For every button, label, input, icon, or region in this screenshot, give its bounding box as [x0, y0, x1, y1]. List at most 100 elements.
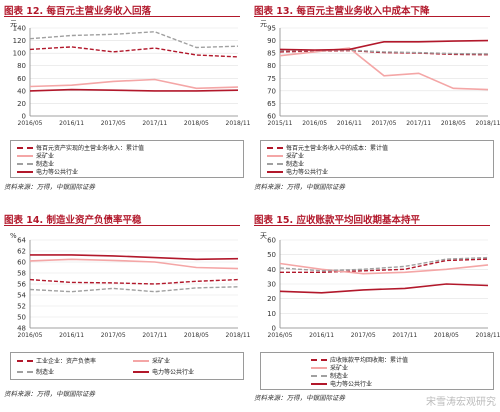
- legend-label: 每百元资产实现的主营业务收入：累计值: [36, 145, 145, 152]
- y-tick-label: 60: [267, 113, 276, 121]
- source-note: 资料来源：万得，中银国际证券: [4, 183, 95, 191]
- source-note: 资料来源：万得，中银国际证券: [254, 394, 345, 402]
- legend-label: 制造业: [330, 373, 349, 380]
- legend-item-mining: 采矿业: [311, 363, 348, 372]
- x-tick-label: 2017/05: [101, 332, 126, 339]
- y-tick-label: 80: [267, 62, 276, 70]
- panel-title: 图表 13. 每百元主营业务收入中成本下降: [254, 6, 430, 17]
- legend-swatch: [311, 382, 327, 385]
- legend-label: 电力等公共行业: [330, 381, 373, 388]
- legend-swatch: [17, 359, 33, 362]
- series-line-mining: [29, 78, 239, 90]
- series-line-utilities: [279, 39, 489, 51]
- legend-item-utilities: 电力等公共行业: [311, 379, 372, 388]
- source-note: 资料来源：万得，中银国际证券: [254, 183, 345, 191]
- y-unit-label: 天: [260, 232, 267, 240]
- x-tick-label: 2018/05: [184, 332, 209, 339]
- y-tick-label: 30: [267, 281, 276, 289]
- legend-swatch: [311, 358, 327, 361]
- legend-swatch: [267, 170, 283, 173]
- panel-title: 图表 14. 制造业资产负债率平稳: [4, 215, 142, 226]
- y-tick-label: 58: [17, 270, 26, 278]
- title-rule: [254, 225, 490, 226]
- legend-label: 制造业: [36, 161, 55, 168]
- source-note: 资料来源：万得，中银国际证券: [4, 390, 95, 398]
- x-tick-label: 2018/05: [441, 120, 466, 127]
- y-tick-label: 62: [17, 248, 26, 256]
- legend-item-manufacturing: 制造业: [17, 159, 54, 168]
- title-rule: [4, 16, 240, 17]
- legend-item-manufacturing: 制造业: [17, 367, 54, 376]
- x-tick-label: 2017/11: [392, 332, 417, 339]
- legend-item-total: 工业企业：资产负债率: [17, 356, 96, 365]
- y-tick-label: 40: [17, 87, 26, 95]
- y-tick-label: 54: [17, 292, 26, 300]
- x-tick-label: 2016/11: [309, 332, 334, 339]
- legend-swatch: [17, 370, 33, 373]
- y-tick-label: 0: [22, 113, 26, 121]
- legend: 应收账款平均回收期：累计值 采矿业 制造业 电力等公共行业: [260, 352, 494, 390]
- legend-item-total: 应收账款平均回收期：累计值: [311, 355, 408, 364]
- legend-swatch: [267, 146, 283, 149]
- legend: 每百元资产实现的主营业务收入：累计值 采矿业 制造业 电力等公共行业: [10, 140, 244, 178]
- x-tick-label: 2016/05: [18, 120, 43, 127]
- x-tick-label: 2016/11: [337, 120, 362, 127]
- title-rule: [4, 225, 240, 226]
- series-line-total: [280, 258, 489, 273]
- series-line-utilities: [30, 254, 239, 261]
- x-tick-label: 2015/11: [268, 120, 293, 127]
- series-line-total: [29, 46, 239, 58]
- x-tick-label: 2017/11: [142, 332, 167, 339]
- x-tick-label: 2017/11: [142, 120, 167, 127]
- legend-swatch: [311, 366, 327, 369]
- legend-item-manufacturing: 制造业: [311, 371, 348, 380]
- x-tick-label: 2018/05: [434, 332, 459, 339]
- x-tick-label: 2016/11: [59, 120, 84, 127]
- chart-panel-3: 图表 14. 制造业资产负债率平稳 % 48 50 52 54 56 58 60 62 64 201…: [0, 206, 251, 412]
- x-tick-label: 2018/11: [226, 120, 251, 127]
- legend-item-mining: 采矿业: [17, 151, 54, 160]
- chart-panel-2: 图表 13. 每百元主营业务收入中成本下降 元 60 65 70 75 80 85 90 95 2…: [250, 0, 500, 206]
- legend-label: 采矿业: [330, 365, 349, 372]
- legend-item-mining: 采矿业: [267, 151, 304, 160]
- legend: 工业企业：资产负债率 采矿业 制造业 电力等公共行业: [10, 352, 244, 380]
- legend-label: 制造业: [286, 161, 305, 168]
- y-unit-label: 元: [10, 20, 17, 28]
- chart-panel-1: 图表 12. 每百元主营业务收入回落 元 0 20 40 60 80 100 120 140 20…: [0, 0, 251, 206]
- series-line-manufacturing: [29, 31, 239, 49]
- legend-swatch: [17, 154, 33, 157]
- chart-panel-4: 图表 15. 应收账款平均回收期基本持平 天 0 10 20 30 40 50 60 2016/…: [250, 206, 500, 412]
- y-tick-label: 80: [17, 62, 26, 70]
- legend-swatch: [267, 162, 283, 165]
- y-tick-label: 48: [17, 325, 26, 333]
- x-tick-label: 2017/05: [101, 120, 126, 127]
- series-line-mining: [279, 47, 489, 91]
- legend-label: 每百元主营业务收入中的成本：累计值: [286, 145, 389, 152]
- y-tick-label: 90: [267, 37, 276, 45]
- x-tick-label: 2017/05: [372, 120, 397, 127]
- legend-label: 采矿业: [36, 153, 55, 160]
- y-tick-label: 60: [17, 259, 26, 267]
- x-tick-label: 2018/05: [184, 120, 209, 127]
- x-tick-label: 2016/11: [59, 332, 84, 339]
- x-tick-label: 2017/05: [351, 332, 376, 339]
- legend-item-utilities: 电力等公共行业: [17, 167, 78, 176]
- y-tick-label: 10: [267, 310, 276, 318]
- series-line-manufacturing: [279, 256, 489, 272]
- y-tick-label: 20: [17, 100, 26, 108]
- y-tick-label: 100: [13, 50, 26, 58]
- legend-swatch: [133, 370, 149, 373]
- y-tick-label: 85: [267, 50, 276, 58]
- y-unit-label: 元: [260, 20, 267, 28]
- legend-item-manufacturing: 制造业: [267, 159, 304, 168]
- series-line-mining: [279, 262, 489, 275]
- legend-swatch: [311, 374, 327, 377]
- legend-swatch: [267, 154, 283, 157]
- y-tick-label: 120: [13, 37, 26, 45]
- y-tick-label: 52: [17, 303, 26, 311]
- series-line-utilities: [279, 283, 489, 294]
- y-tick-label: 40: [267, 266, 276, 274]
- y-tick-label: 50: [267, 251, 276, 259]
- legend-label: 应收账款平均回收期：累计值: [330, 357, 409, 364]
- panel-title: 图表 12. 每百元主营业务收入回落: [4, 6, 151, 17]
